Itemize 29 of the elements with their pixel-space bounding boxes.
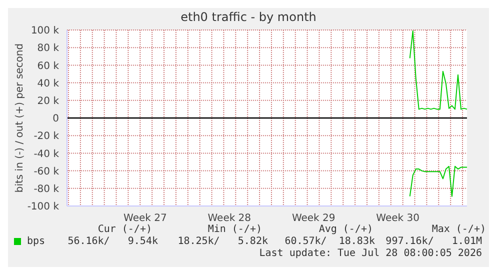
- y-tick-label: 0: [52, 114, 59, 125]
- text: Cur (-/+): [98, 224, 152, 235]
- x-tick-label: Week 30: [376, 213, 420, 224]
- y-tick-label: -80 k: [34, 184, 60, 195]
- text: 56.16k/ 9.54k: [68, 236, 158, 247]
- y-tick-label: 80 k: [37, 43, 60, 54]
- line-series: [409, 30, 468, 110]
- y-tick-label: -20 k: [34, 131, 60, 142]
- x-tick-label: Week 27: [124, 213, 167, 224]
- x-tick-label: Week 29: [292, 213, 336, 224]
- y-tick-label: 60 k: [37, 60, 60, 72]
- text: Max (-/+): [432, 224, 486, 235]
- y-tick-label: 40 k: [37, 78, 60, 90]
- text: Avg (-/+): [318, 224, 373, 235]
- y-tick-label: -100 k: [27, 202, 60, 213]
- chart-title: eth0 traffic - by month: [180, 9, 318, 26]
- y-tick-label: 100 k: [30, 26, 60, 37]
- y-tick-label: -60 k: [34, 166, 60, 178]
- text: 18.25k/ 5.82k: [178, 236, 268, 247]
- text: 997.16k/ 1.01M: [386, 236, 482, 247]
- text: 60.57k/ 18.83k: [284, 236, 375, 247]
- x-tick-label: Week 28: [208, 213, 252, 224]
- y-tick-label: 20 k: [37, 96, 60, 107]
- y-axis-title: bits in (-) / out (+) per second: [14, 43, 26, 193]
- text: Min (-/+): [208, 224, 262, 235]
- line-series: [409, 166, 468, 197]
- text: Last update: Tue Jul 28 08:00:05 2026: [259, 248, 482, 259]
- y-tick-label: -40 k: [34, 148, 60, 160]
- legend-label: bps: [27, 236, 46, 247]
